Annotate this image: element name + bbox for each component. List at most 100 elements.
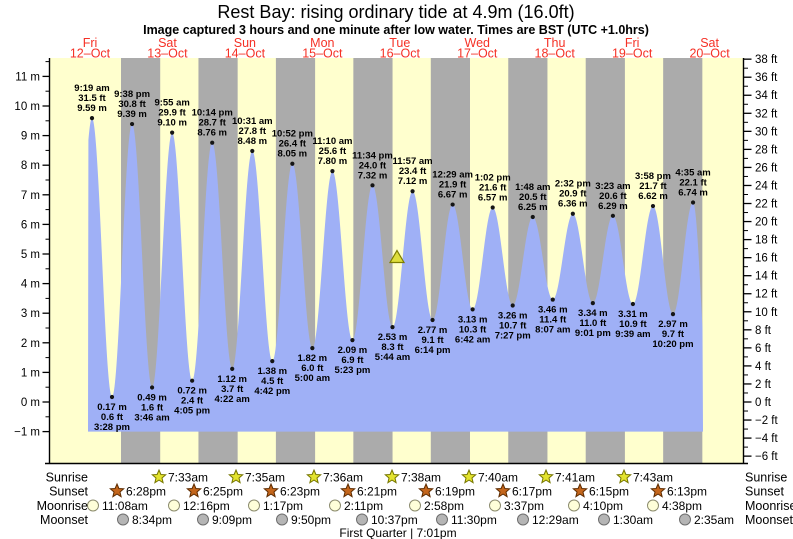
moonset-moon-icon	[679, 513, 691, 526]
sunset-time: 6:25pm	[203, 484, 243, 498]
right-tick-label: −4 ft	[755, 433, 779, 445]
moonrise-moon-icon	[248, 499, 260, 512]
sunrise-time: 7:43am	[633, 470, 673, 484]
moonset-moon-icon	[356, 513, 368, 526]
low-tide-annotation: 2.97 m	[658, 319, 688, 330]
moonset-time: 11:30pm	[451, 513, 497, 527]
day-date-label: 17–Oct	[457, 47, 498, 61]
day-name-label: Tue	[389, 36, 410, 50]
low-tide-annotation: 0.17 m	[97, 402, 127, 413]
low-tide-dot	[470, 307, 475, 312]
left-tick-label: 9 m	[21, 131, 40, 143]
high-tide-annotation: 24.0 ft	[359, 160, 387, 171]
low-tide-annotation: 2.09 m	[338, 345, 368, 356]
high-tide-annotation: 7.80 m	[318, 156, 348, 167]
sunset-time: 6:21pm	[357, 484, 397, 498]
low-tide-dot	[590, 301, 595, 306]
sunrise-star-icon	[228, 468, 244, 484]
low-tide-annotation: 11.4 ft	[539, 315, 567, 326]
low-tide-annotation: 3.26 m	[498, 311, 528, 322]
low-tide-dot	[230, 366, 235, 371]
moonset-time: 12:29am	[532, 513, 579, 527]
day-date-label: 15–Oct	[302, 47, 343, 61]
high-tide-annotation: 7.12 m	[398, 176, 428, 187]
low-tide-annotation: 1.82 m	[298, 353, 328, 364]
low-tide-annotation: 3.31 m	[618, 309, 648, 320]
low-tide-dot	[350, 338, 355, 343]
high-tide-annotation: 12:29 am	[432, 170, 473, 181]
high-tide-annotation: 29.9 ft	[158, 108, 186, 119]
high-tide-annotation: 11:57 am	[392, 156, 432, 167]
page-subtitle: Image captured 3 hours and one minute af…	[143, 23, 649, 37]
right-tick-label: −2 ft	[755, 415, 779, 427]
moonset-time: 9:50pm	[291, 513, 331, 527]
day-date-label: 14–Oct	[225, 47, 266, 61]
high-tide-annotation: 21.6 ft	[479, 183, 507, 194]
day-name-label: Sat	[158, 36, 177, 50]
low-tide-annotation: 1.6 ft	[141, 403, 164, 414]
sunset-star-icon	[572, 482, 588, 498]
low-tide-annotation: 0.49 m	[137, 393, 167, 404]
low-tide-annotation: 6.9 ft	[341, 355, 364, 366]
tide-area	[88, 118, 703, 432]
low-tide-dot	[270, 359, 275, 364]
sunset-time: 6:19pm	[435, 484, 475, 498]
high-tide-annotation: 20.5 ft	[519, 192, 547, 203]
moonrise-time: 11:08am	[102, 499, 148, 513]
right-tick-label: 32 ft	[755, 108, 778, 120]
day-name-label: Wed	[465, 36, 491, 50]
high-tide-annotation: 9:38 pm	[114, 89, 150, 100]
high-tide-annotation: 7.32 m	[358, 170, 388, 181]
moonrise-time: 1:17pm	[263, 499, 303, 513]
high-tide-annotation: 20.6 ft	[599, 191, 627, 202]
left-tick-label: −1 m	[14, 427, 40, 439]
low-tide-annotation: 4:05 pm	[174, 406, 210, 417]
high-tide-dot	[89, 116, 95, 121]
low-tide-annotation: 8.3 ft	[381, 342, 404, 353]
high-tide-annotation: 9:55 am	[154, 98, 189, 109]
low-tide-annotation: 10:20 pm	[652, 339, 693, 350]
sunset-star-icon	[263, 482, 279, 498]
moonrise-time: 2:11pm	[344, 499, 383, 513]
high-tide-annotation: 6.62 m	[638, 191, 668, 202]
right-tick-label: 8 ft	[755, 325, 772, 337]
low-tide-annotation: 1.38 m	[257, 366, 287, 377]
high-tide-annotation: 8.76 m	[197, 128, 227, 139]
day-date-label: 18–Oct	[535, 47, 576, 61]
low-tide-dot	[149, 385, 155, 390]
low-tide-annotation: 4.5 ft	[261, 376, 284, 387]
high-tide-annotation: 1:02 pm	[475, 173, 511, 184]
sunrise-star-icon	[384, 468, 400, 484]
high-tide-annotation: 6.36 m	[558, 199, 588, 210]
high-tide-annotation: 30.8 ft	[118, 99, 146, 110]
right-tick-label: −6 ft	[755, 451, 779, 463]
low-tide-annotation: 3.13 m	[458, 314, 488, 325]
day-date-label: 12–Oct	[70, 47, 111, 61]
high-tide-annotation: 6.74 m	[678, 188, 708, 199]
moonset-moon-icon	[517, 513, 529, 526]
moonset-time: 1:30am	[613, 513, 653, 527]
moonset-moon-icon	[197, 513, 209, 526]
low-tide-annotation: 3.7 ft	[221, 384, 244, 395]
moonrise-moon-icon	[647, 499, 659, 512]
low-tide-annotation: 6.0 ft	[301, 363, 324, 374]
sunrise-star-icon	[616, 468, 632, 484]
left-tick-label: 1 m	[21, 367, 40, 379]
high-tide-annotation: 9.10 m	[157, 118, 187, 129]
moonset-time: 9:09pm	[212, 513, 252, 527]
right-tick-label: 30 ft	[755, 126, 778, 138]
low-tide-annotation: 9:01 pm	[575, 328, 611, 339]
high-tide-dot	[410, 189, 415, 194]
right-tick-label: 12 ft	[755, 289, 778, 301]
moon-phase-note: First Quarter | 7:01pm	[339, 526, 456, 539]
high-tide-annotation: 22.1 ft	[679, 178, 707, 189]
sunset-row-label-right: Sunset	[745, 485, 784, 499]
low-tide-dot	[190, 378, 195, 383]
sunset-time: 6:23pm	[280, 484, 320, 498]
day-date-label: 16–Oct	[380, 47, 421, 61]
sunset-time: 6:13pm	[667, 484, 707, 498]
low-tide-dot	[550, 297, 555, 302]
sunset-star-icon	[186, 482, 202, 498]
low-tide-annotation: 1.12 m	[217, 374, 247, 385]
